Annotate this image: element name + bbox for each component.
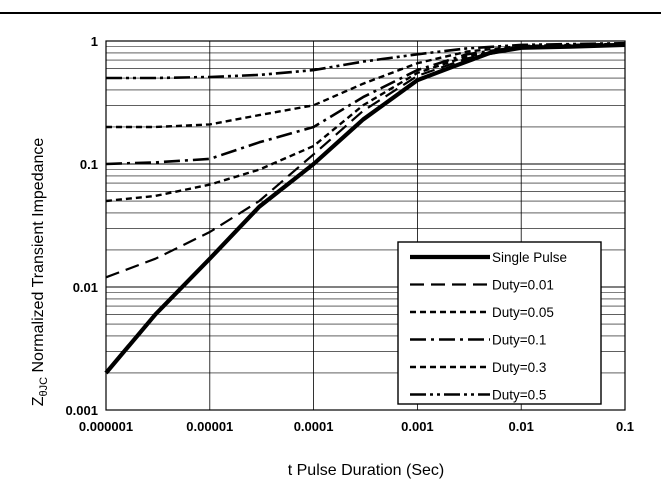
y-tick-label: 0.1 [80,157,98,172]
legend-label-5: Duty=0.5 [492,388,546,403]
y-axis-label-main: Z [30,396,47,406]
x-tick-label: 0.0001 [294,419,334,434]
series-line-3 [105,43,626,166]
series-line-5 [106,41,626,80]
x-tick-label: 0.001 [401,419,434,434]
y-axis-label-subscript: θJC [38,377,50,397]
series-line-1 [105,43,626,279]
x-axis-label: t Pulse Duration (Sec) [288,462,445,479]
x-tick-label: 0.01 [509,419,534,434]
legend: Single Pulse Duty=0.01 Duty=0.05 Duty=0.1 Du… [397,241,602,405]
top-rule [0,12,661,14]
x-tick-label: 0.00001 [186,419,233,434]
y-tick-labels: 0.001 0.01 0.1 1 [65,34,98,418]
legend-label-3: Duty=0.1 [492,333,546,348]
legend-label-2: Duty=0.05 [492,305,554,320]
y-tick-label: 1 [91,34,98,49]
y-axis-label: ZθJC Normalized Transient Impedance [30,138,50,407]
x-tick-label: 0.000001 [79,419,133,434]
plot-border [105,40,626,411]
y-tick-label: 0.01 [73,280,98,295]
series-line-4 [106,42,626,129]
series-line-2 [105,43,626,203]
legend-label-1: Duty=0.01 [492,278,554,293]
legend-label-0: Single Pulse [492,250,567,265]
y-tick-label: 0.001 [65,403,98,418]
legend-label-4: Duty=0.3 [492,360,546,375]
legend-box [397,241,602,405]
x-tick-labels: 0.000001 0.00001 0.0001 0.001 0.01 0.1 [79,419,634,434]
series-layer [104,41,626,375]
y-axis-label-rest: Normalized Transient Impedance [30,138,47,377]
x-tick-label: 0.1 [616,419,634,434]
